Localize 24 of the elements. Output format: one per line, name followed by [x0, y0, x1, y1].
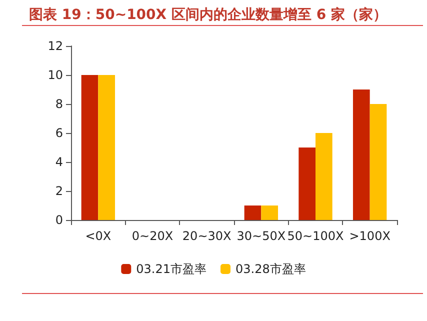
- y-tick-label: 0: [55, 213, 63, 227]
- legend-label: 03.21市盈率: [136, 262, 207, 276]
- bar: [261, 206, 278, 220]
- x-tick-label: 20~30X: [182, 229, 232, 243]
- y-tick-label: 4: [55, 155, 63, 169]
- x-tick-label: 50~100X: [287, 229, 344, 243]
- bar: [98, 75, 116, 220]
- legend-label: 03.28市盈率: [236, 262, 306, 276]
- y-tick-label: 10: [48, 68, 63, 82]
- bar: [370, 104, 387, 220]
- x-tick-label: 30~50X: [236, 229, 286, 243]
- x-tick-label: 0~20X: [132, 229, 174, 243]
- y-tick-label: 2: [55, 184, 63, 198]
- bar: [81, 75, 98, 220]
- chart-title: 图表 19：50~100X 区间内的企业数量增至 6 家（家）: [29, 6, 387, 23]
- bar: [316, 133, 332, 220]
- bar: [352, 90, 370, 220]
- x-tick-label: <0X: [85, 229, 112, 243]
- y-tick-label: 12: [48, 39, 63, 53]
- y-tick-label: 6: [55, 126, 63, 140]
- bar: [298, 148, 316, 220]
- bar: [244, 206, 262, 220]
- x-tick-label: >100X: [349, 229, 390, 243]
- y-tick-label: 8: [55, 97, 63, 111]
